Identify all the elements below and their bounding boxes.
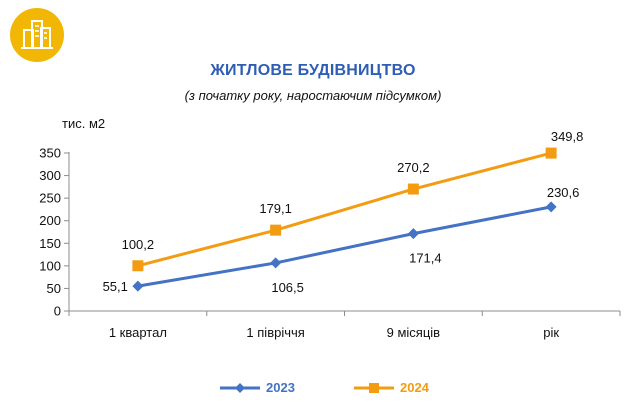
- data-point-2023: [545, 201, 557, 213]
- x-tick-label: 9 місяців: [387, 325, 441, 340]
- data-label-2024: 179,1: [259, 201, 292, 216]
- y-tick-label: 200: [39, 213, 61, 228]
- data-label-2024: 349,8: [551, 129, 584, 144]
- data-label-2023: 171,4: [409, 251, 442, 266]
- data-label-2023: 106,5: [271, 280, 304, 295]
- chart-legend: 2023 2024: [0, 380, 626, 400]
- series-line-2024: [137, 151, 552, 268]
- data-label-2023: 230,6: [547, 185, 580, 200]
- x-tick-label: 1 півріччя: [246, 325, 304, 340]
- legend-square-marker: [369, 382, 379, 393]
- data-point-2023: [132, 280, 144, 292]
- y-axis-unit-label: тис. м2: [62, 116, 106, 131]
- data-point-2024: [545, 147, 557, 159]
- series-line-2023: [137, 205, 552, 288]
- data-point-2024: [270, 224, 282, 236]
- legend-item-2023: 2023: [218, 380, 295, 395]
- data-label-2024: 100,2: [122, 237, 155, 252]
- y-tick-label: 0: [54, 304, 61, 319]
- data-point-2024: [132, 260, 144, 272]
- legend-label-2024: 2024: [400, 380, 429, 395]
- y-tick-label: 250: [39, 191, 61, 206]
- y-tick-label: 350: [39, 146, 61, 161]
- legend-diamond-marker: [235, 382, 245, 393]
- x-tick-label: 1 квартал: [109, 325, 167, 340]
- chart-title: ЖИТЛОВЕ БУДІВНИЦТВО: [210, 62, 416, 79]
- data-point-2023: [270, 257, 282, 269]
- y-tick-label: 150: [39, 236, 61, 251]
- legend-marker-2024: [354, 382, 394, 393]
- y-tick-label: 300: [39, 168, 61, 183]
- data-label-2023: 55,1: [103, 279, 128, 294]
- legend-label-2023: 2023: [266, 380, 295, 395]
- chart-subtitle: (з початку року, наростаючим підсумком): [184, 88, 442, 103]
- y-tick-label: 100: [39, 258, 61, 273]
- data-label-2024: 270,2: [397, 160, 430, 175]
- buildings-icon: [21, 20, 53, 49]
- x-tick-label: рік: [543, 325, 559, 340]
- legend-item-2024: 2024: [352, 380, 429, 395]
- data-point-2023: [407, 228, 419, 240]
- y-tick-label: 50: [47, 281, 61, 296]
- data-point-2024: [407, 183, 419, 195]
- header-badge: [10, 8, 64, 62]
- legend-marker-2023: [220, 382, 260, 393]
